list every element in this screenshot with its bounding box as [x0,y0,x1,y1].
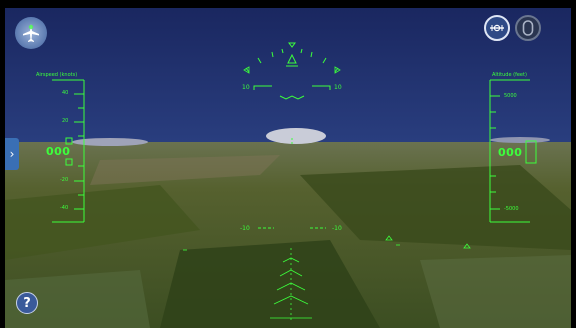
cockpit-view-button[interactable] [515,15,541,41]
pitch-label: -10 [240,225,250,232]
airspeed-tick: 20 [62,118,69,124]
terrain-patch [420,255,571,328]
airspeed-tick: -20 [60,177,69,183]
bank-indicator [243,42,341,74]
altitude-readout: 000 [498,146,523,159]
altitude-tick: -5000 [504,206,519,212]
pitch-ladder [253,85,331,229]
altitude-label: Altitude (feet) [492,72,527,78]
chevron-right-icon: › [9,147,15,161]
pitch-label: -10 [332,225,342,232]
plane-mode-button[interactable] [15,17,47,49]
plane-front-icon [490,24,504,32]
cloud [266,128,326,144]
pitch-label: 10 [242,84,250,91]
side-panel-toggle[interactable]: › [5,138,19,170]
terrain-patch [300,165,571,250]
airspeed-tick: -40 [60,205,69,211]
airspeed-tick: 40 [62,90,69,96]
terrain-patch [5,185,200,260]
sky [5,8,571,150]
help-button[interactable]: ? [16,292,38,314]
capsule-icon [522,20,534,36]
airspeed-readout: 000 [46,145,71,158]
airspeed-tape [52,79,85,223]
altitude-tick: 5000 [504,93,517,99]
cloud [72,138,148,146]
airplane-icon [23,24,39,42]
terrain-patch [160,240,380,328]
chase-view-button[interactable] [484,15,510,41]
help-icon: ? [23,295,31,311]
airspeed-label: Airspeed (knots) [36,72,78,78]
terrain-patch [90,155,280,185]
flight-path-markers [183,235,471,320]
terrain-patch [5,270,150,328]
pitch-label: 10 [334,84,342,91]
altitude-tape [489,79,537,223]
